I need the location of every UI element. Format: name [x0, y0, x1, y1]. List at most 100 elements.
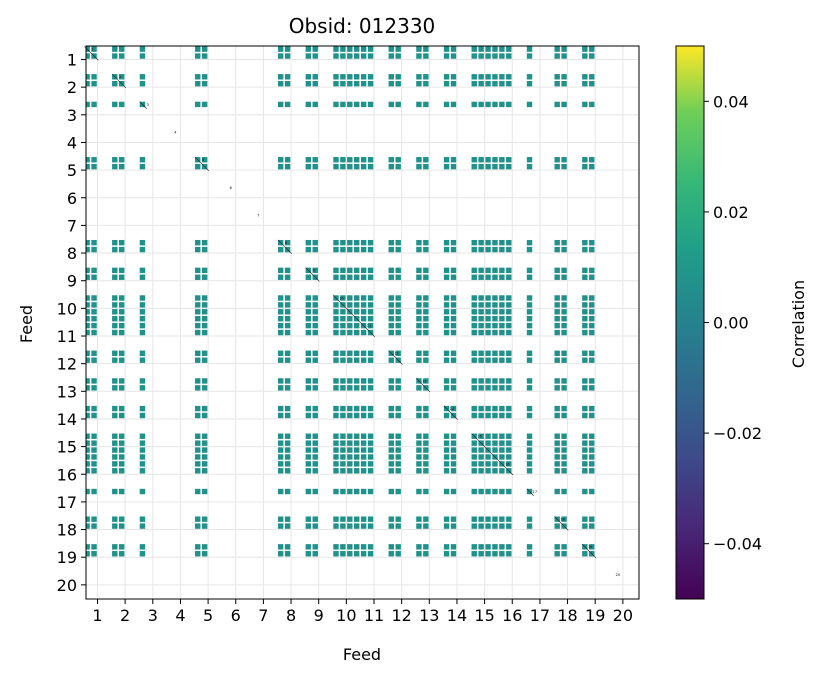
heatmap-cell [139, 523, 146, 529]
heatmap-cell [91, 157, 97, 163]
heatmap-cell [118, 468, 125, 474]
heatmap-cell [485, 309, 491, 315]
heatmap-cell [526, 440, 533, 446]
heatmap-cell [118, 405, 125, 412]
heatmap-cell [91, 488, 97, 495]
heatmap-cell [195, 101, 201, 108]
heatmap-cell [478, 157, 484, 163]
heatmap-cell [333, 329, 339, 336]
heatmap-cell [333, 46, 339, 52]
heatmap-cell [506, 516, 512, 522]
heatmap-cell [354, 350, 360, 356]
heatmap-cell [333, 385, 339, 391]
heatmap-cell [450, 516, 457, 522]
heatmap-cell [367, 101, 374, 108]
diagonal-label: 15 [477, 435, 481, 439]
heatmap-cell [443, 274, 450, 280]
heatmap-cell [395, 46, 401, 52]
heatmap-cell [416, 350, 422, 356]
heatmap-cell [443, 239, 450, 246]
heatmap-cell [333, 440, 339, 446]
heatmap-cell [499, 329, 505, 336]
heatmap-cell [582, 488, 588, 495]
heatmap-cell [201, 516, 208, 522]
heatmap-cell [118, 329, 125, 336]
heatmap-cell [492, 551, 498, 557]
heatmap-cell [201, 412, 208, 419]
heatmap-cell [201, 433, 208, 439]
x-tick-label: 2 [120, 606, 130, 625]
heatmap-cell [118, 316, 125, 322]
heatmap-cell [367, 53, 374, 59]
heatmap-cell [499, 357, 505, 363]
heatmap-cell [354, 412, 360, 419]
heatmap-cell [284, 405, 291, 412]
heatmap-cell [354, 80, 360, 87]
heatmap-cell [277, 412, 284, 419]
heatmap-cell [284, 454, 291, 460]
heatmap-cell [478, 544, 484, 550]
y-tick-label: 10 [57, 299, 77, 318]
heatmap-cell [305, 405, 312, 412]
heatmap-cell [118, 295, 125, 301]
heatmap-cell [118, 440, 125, 446]
heatmap-cell [86, 267, 90, 274]
heatmap-cell [423, 544, 429, 550]
heatmap-cell [347, 433, 353, 439]
heatmap-cell [195, 267, 201, 274]
heatmap-cell [582, 274, 588, 280]
heatmap-cell [112, 309, 118, 315]
heatmap-cell [305, 302, 312, 308]
heatmap-cell [340, 316, 346, 322]
heatmap-cell [195, 53, 201, 59]
heatmap-cell [561, 488, 567, 495]
heatmap-cell [367, 163, 374, 170]
heatmap-cell [561, 350, 567, 356]
heatmap-cell [499, 468, 505, 474]
heatmap-cell [139, 405, 146, 412]
heatmap-cell [312, 316, 318, 322]
heatmap-cell [582, 267, 588, 274]
diagonal-line [581, 543, 597, 559]
heatmap-cell [139, 295, 146, 301]
heatmap-cell [354, 295, 360, 301]
heatmap-cell [526, 74, 533, 80]
diagonal-line [388, 350, 403, 365]
heatmap-cell [333, 544, 339, 550]
heatmap-cell [277, 309, 284, 315]
heatmap-cell [284, 274, 291, 280]
heatmap-cell [499, 246, 505, 253]
heatmap-cell [347, 80, 353, 87]
heatmap-cell [554, 267, 560, 274]
heatmap-cell [284, 329, 291, 336]
heatmap-cell [118, 74, 125, 80]
heatmap-cell [582, 523, 588, 529]
heatmap-cell [561, 80, 567, 87]
heatmap-cell [526, 385, 533, 391]
diagonal-label: 8 [285, 241, 287, 245]
heatmap-cell [443, 488, 450, 495]
heatmap-cell [347, 468, 353, 474]
heatmap-cell [554, 468, 560, 474]
heatmap-cell [201, 440, 208, 446]
heatmap-cell [367, 405, 374, 412]
heatmap-cell [506, 329, 512, 336]
colorbar-gradient [675, 45, 705, 600]
heatmap-cell [360, 74, 367, 80]
heatmap-cell [589, 157, 595, 163]
heatmap-cell [354, 302, 360, 308]
heatmap-cell [561, 454, 567, 460]
heatmap-cell [118, 523, 125, 529]
heatmap-cell [312, 385, 318, 391]
heatmap-cell [91, 316, 97, 322]
x-axis-label: Feed [343, 645, 381, 664]
heatmap-cell [478, 267, 484, 274]
heatmap-cell [582, 46, 588, 52]
heatmap-cell [388, 357, 394, 363]
heatmap-cell [485, 316, 491, 322]
heatmap-cell [333, 350, 339, 356]
heatmap-cell [277, 488, 284, 495]
heatmap-cell [305, 412, 312, 419]
heatmap-cell [195, 378, 201, 384]
